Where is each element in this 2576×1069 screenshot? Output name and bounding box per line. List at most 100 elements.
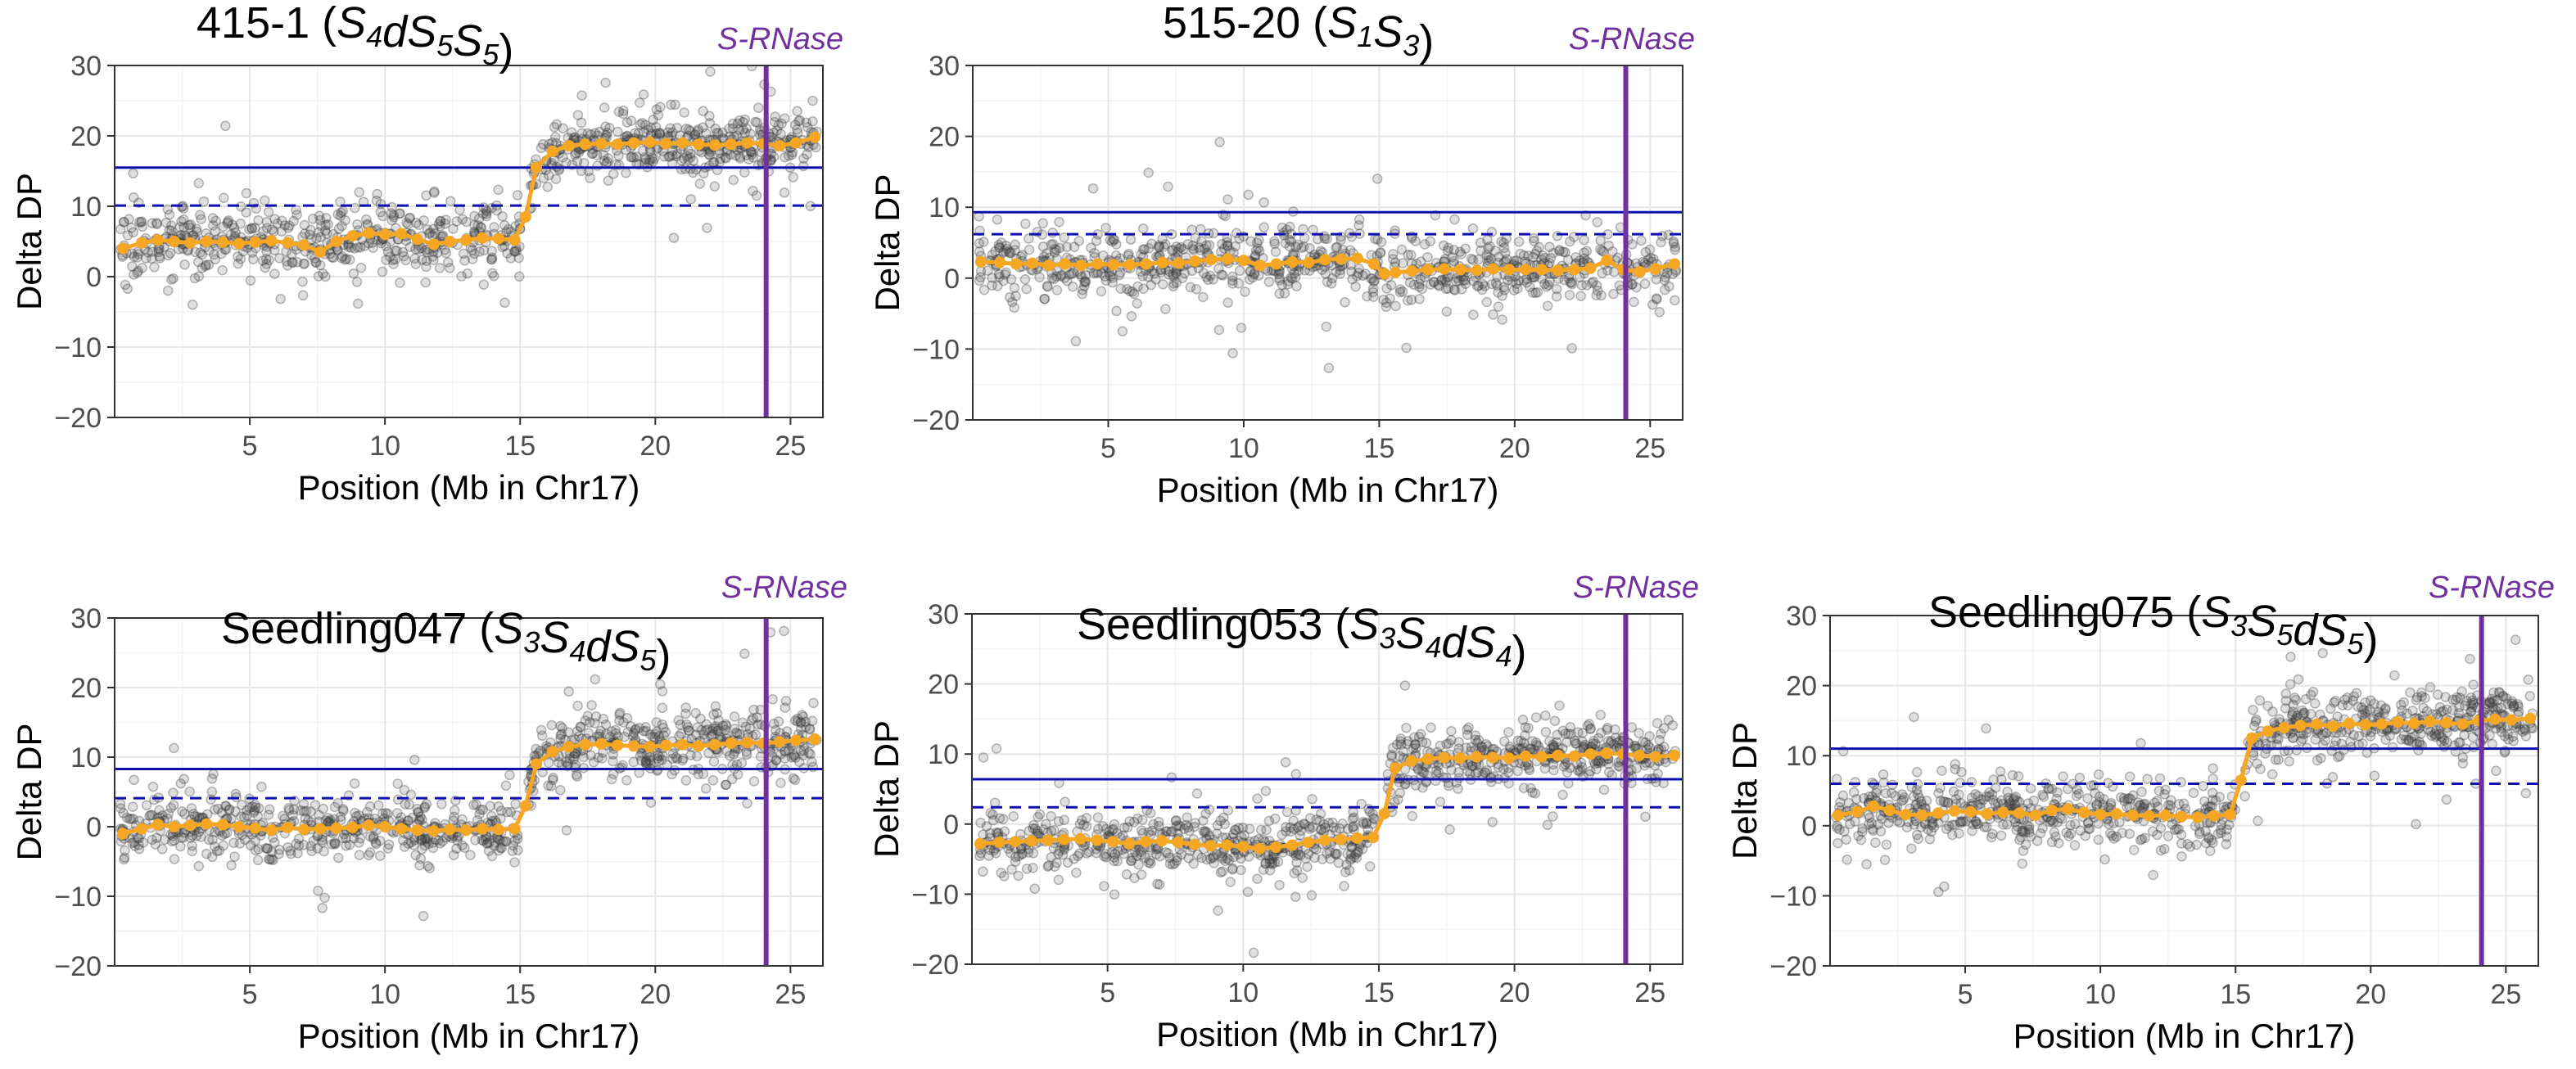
data-point — [780, 702, 791, 713]
data-point — [2046, 837, 2058, 848]
data-point — [1394, 787, 1406, 799]
data-point — [288, 804, 300, 815]
data-point — [1034, 809, 1046, 820]
data-point — [1518, 275, 1530, 286]
data-point — [2009, 792, 2020, 804]
data-point — [2369, 770, 2380, 782]
data-point — [1309, 249, 1320, 260]
data-point — [1652, 718, 1663, 728]
data-point — [978, 866, 988, 877]
data-point — [2022, 798, 2034, 809]
data-point — [1015, 251, 1027, 262]
data-point — [636, 755, 647, 766]
data-point — [1610, 724, 1620, 735]
data-point — [314, 214, 326, 226]
data-point — [217, 830, 228, 841]
data-point — [132, 832, 143, 843]
data-point — [603, 175, 614, 186]
data-point — [998, 247, 1009, 258]
data-point — [2104, 828, 2116, 839]
data-point — [1254, 235, 1264, 246]
data-point — [1526, 272, 1538, 282]
data-point — [2191, 839, 2202, 850]
data-point — [1434, 281, 1445, 291]
data-point — [1188, 245, 1200, 255]
data-point — [558, 123, 568, 133]
data-point — [1323, 363, 1335, 373]
data-point — [371, 838, 382, 850]
data-point — [1480, 738, 1492, 750]
data-point — [1295, 850, 1306, 860]
data-point — [724, 123, 734, 134]
trend-point — [1222, 253, 1234, 265]
data-point — [1581, 280, 1593, 291]
data-point — [721, 719, 731, 730]
trend-point — [790, 734, 802, 746]
data-point — [1938, 796, 1950, 807]
data-point — [380, 808, 391, 819]
data-point — [1315, 246, 1326, 256]
data-point — [2285, 679, 2296, 690]
data-point — [282, 223, 294, 233]
y-tick-label: −20 — [54, 403, 102, 434]
data-point — [1462, 729, 1473, 740]
data-point — [630, 724, 641, 734]
data-point — [683, 145, 694, 156]
data-point — [1393, 794, 1403, 805]
data-point — [1631, 282, 1642, 293]
data-point — [288, 815, 300, 827]
data-point — [1458, 275, 1469, 286]
data-point — [310, 257, 321, 268]
data-point — [362, 219, 373, 229]
data-point — [335, 811, 346, 823]
data-point — [1015, 844, 1027, 855]
data-point — [194, 210, 206, 220]
data-point — [1595, 757, 1607, 769]
data-point — [1304, 813, 1316, 823]
data-point — [1664, 281, 1674, 292]
data-point — [748, 185, 758, 196]
data-point — [120, 279, 131, 291]
data-point — [1162, 826, 1173, 837]
data-point — [1670, 295, 1680, 306]
trend-point — [249, 822, 261, 834]
data-point — [458, 248, 469, 259]
data-point — [531, 743, 541, 755]
data-point — [1361, 819, 1372, 829]
trend-point — [1335, 833, 1347, 846]
data-point — [1069, 241, 1080, 252]
data-point — [429, 186, 440, 197]
trend-point — [233, 237, 245, 250]
data-point — [1640, 737, 1651, 748]
data-point — [416, 834, 427, 845]
data-point — [421, 834, 432, 845]
data-point — [1211, 828, 1222, 839]
data-point — [1590, 738, 1601, 750]
data-point — [770, 111, 780, 122]
trend-point — [809, 131, 821, 143]
data-point — [2200, 803, 2211, 814]
data-point — [2152, 796, 2162, 806]
data-point — [798, 153, 809, 164]
data-point — [1480, 767, 1491, 778]
data-point — [582, 710, 593, 722]
data-point — [1311, 844, 1322, 855]
data-point — [509, 246, 521, 257]
data-point — [291, 205, 301, 215]
data-point — [1228, 828, 1239, 840]
data-point — [1331, 266, 1341, 277]
x-tick-label: 15 — [1363, 433, 1394, 464]
data-point — [481, 838, 492, 849]
data-point — [1981, 723, 1991, 734]
data-point — [1168, 271, 1179, 282]
data-point — [480, 834, 491, 845]
data-point — [1107, 273, 1119, 283]
data-point — [1282, 279, 1294, 290]
data-point — [588, 757, 599, 768]
data-point — [1367, 286, 1379, 298]
data-point — [1252, 237, 1263, 248]
data-point — [1107, 824, 1118, 836]
data-point — [590, 128, 601, 139]
data-point — [1476, 742, 1487, 752]
data-point — [1249, 268, 1260, 278]
